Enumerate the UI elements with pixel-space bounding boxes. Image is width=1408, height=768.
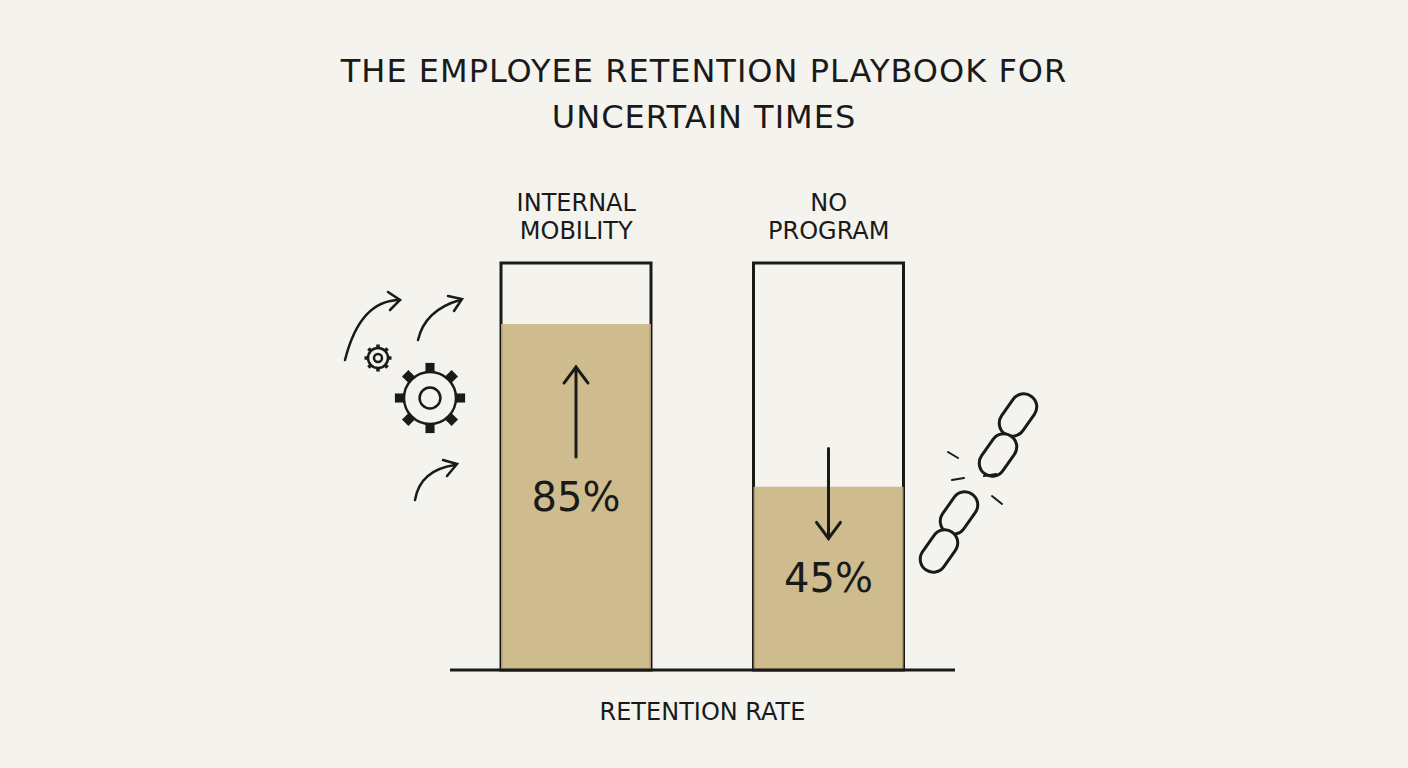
svg-text:NO: NO: [810, 189, 847, 217]
svg-text:MOBILITY: MOBILITY: [520, 217, 633, 245]
html-text:THE EMPLOYEE RETENTION PLAYBOO: THE EMPLOYEE RETENTION PLAYBOOK FOR UNCE…: [340, 52, 1068, 136]
svg-text:45%: 45%: [784, 555, 873, 601]
svg-text:PROGRAM: PROGRAM: [768, 217, 889, 245]
svg-text:INTERNAL: INTERNAL: [517, 189, 637, 217]
svg-text:RETENTION RATE: RETENTION RATE: [600, 698, 806, 726]
svg-text:85%: 85%: [532, 474, 621, 520]
